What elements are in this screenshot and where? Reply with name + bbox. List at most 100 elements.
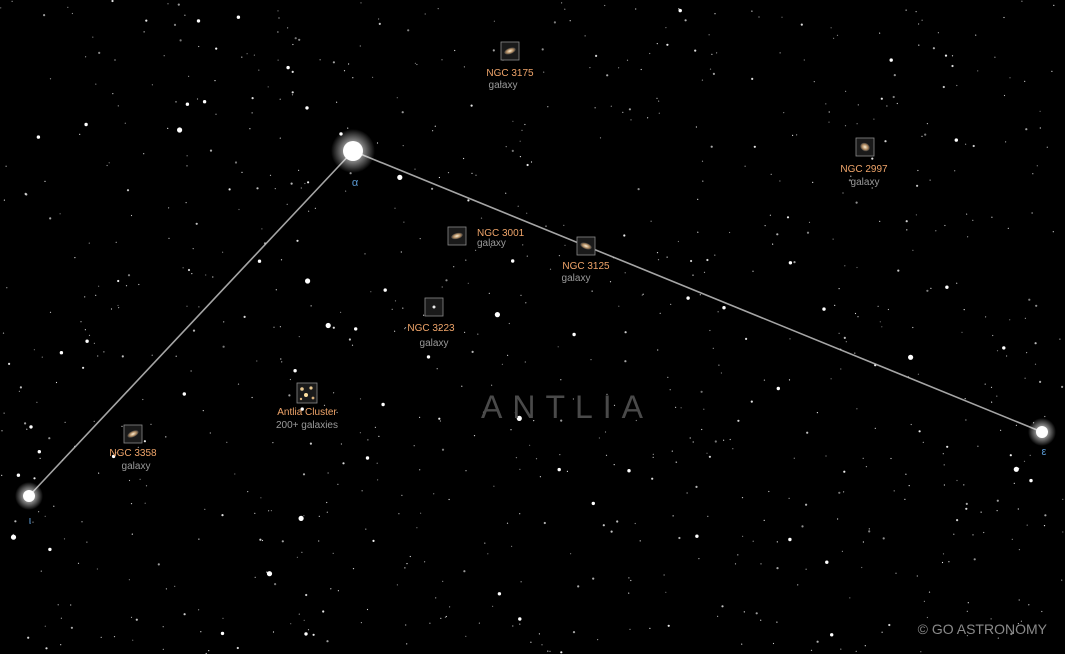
background-star — [606, 74, 609, 77]
background-star — [274, 583, 277, 586]
background-star — [613, 464, 615, 466]
background-star — [722, 306, 726, 310]
background-star — [125, 285, 128, 287]
background-star — [286, 203, 288, 205]
background-star — [419, 469, 421, 471]
background-star — [95, 83, 97, 85]
star-alpha[interactable]: α — [331, 129, 375, 189]
background-star — [701, 160, 704, 162]
background-star — [1009, 319, 1011, 321]
background-star — [1061, 385, 1064, 388]
background-star — [945, 285, 949, 289]
background-star — [378, 18, 380, 20]
background-star — [842, 192, 844, 194]
background-star — [370, 291, 372, 293]
background-star — [1041, 610, 1043, 613]
background-star — [45, 647, 48, 650]
background-star — [716, 52, 718, 54]
background-star — [772, 642, 775, 645]
background-star — [926, 123, 929, 125]
background-star — [333, 392, 335, 394]
background-star — [434, 125, 436, 127]
background-star — [277, 10, 279, 12]
background-star — [672, 515, 674, 517]
background-star — [301, 551, 303, 553]
background-star — [398, 513, 400, 515]
background-star — [5, 165, 7, 167]
background-star — [796, 134, 798, 136]
object-antlia-cluster[interactable]: Antlia Cluster 200+ galaxies — [276, 382, 338, 431]
background-star — [522, 244, 524, 246]
star-iota[interactable]: ι — [15, 482, 43, 527]
background-star — [53, 505, 55, 507]
background-star — [701, 79, 704, 81]
background-star — [305, 106, 309, 110]
background-star — [185, 102, 190, 106]
background-star — [444, 616, 446, 619]
background-star — [1035, 304, 1038, 307]
background-star — [678, 8, 680, 10]
background-star — [793, 261, 796, 264]
background-star — [561, 2, 563, 4]
object-ngc-3175[interactable]: NGC 3175 galaxy — [486, 41, 534, 91]
background-star — [526, 255, 528, 257]
star-epsilon[interactable]: ε — [1028, 418, 1056, 458]
background-star — [26, 428, 28, 430]
background-star — [695, 485, 698, 488]
background-star — [658, 100, 660, 102]
background-star — [686, 296, 690, 300]
background-star — [1039, 380, 1042, 383]
background-star — [1052, 231, 1054, 233]
background-star — [497, 592, 502, 596]
background-star — [833, 37, 835, 39]
background-star — [844, 125, 847, 127]
background-star — [261, 228, 263, 230]
background-star — [429, 622, 431, 624]
background-star — [712, 72, 716, 75]
object-ngc-3001[interactable]: NGC 3001 galaxy — [447, 226, 525, 249]
background-star — [830, 378, 832, 380]
background-star — [991, 401, 993, 403]
background-star — [547, 106, 549, 108]
background-star — [273, 326, 275, 328]
background-star — [737, 554, 739, 556]
background-star — [956, 84, 958, 87]
object-ngc-2997[interactable]: NGC 2997 galaxy — [840, 137, 888, 188]
background-star — [768, 490, 770, 493]
background-star — [396, 584, 398, 586]
background-star — [514, 412, 517, 414]
background-star — [179, 39, 182, 42]
background-star — [889, 58, 893, 62]
background-star — [624, 331, 627, 334]
background-star — [836, 34, 839, 36]
background-star — [519, 156, 522, 158]
background-star — [709, 329, 711, 332]
background-star — [703, 408, 705, 410]
object-ngc-3358[interactable]: NGC 3358 galaxy — [109, 424, 157, 472]
background-star — [222, 345, 225, 348]
background-star — [139, 478, 141, 480]
background-star — [55, 381, 58, 384]
background-star — [702, 180, 704, 182]
background-star — [694, 49, 697, 52]
object-ngc-3223[interactable]: NGC 3223 galaxy — [407, 297, 455, 349]
background-star — [597, 639, 599, 641]
background-star — [81, 521, 83, 523]
background-star — [64, 421, 66, 423]
background-star — [855, 201, 858, 204]
background-star — [943, 464, 945, 466]
background-star — [652, 453, 654, 455]
background-star — [563, 224, 565, 226]
background-star — [560, 379, 562, 381]
background-star — [168, 207, 170, 209]
background-star — [783, 112, 785, 114]
background-star — [157, 563, 160, 566]
background-star — [750, 400, 753, 403]
background-star — [926, 289, 929, 292]
background-star — [484, 542, 486, 544]
background-star — [3, 199, 5, 201]
object-ngc-3125[interactable]: NGC 3125 galaxy — [562, 236, 611, 284]
background-star — [604, 431, 607, 433]
background-star — [732, 448, 734, 450]
background-star — [222, 617, 224, 619]
